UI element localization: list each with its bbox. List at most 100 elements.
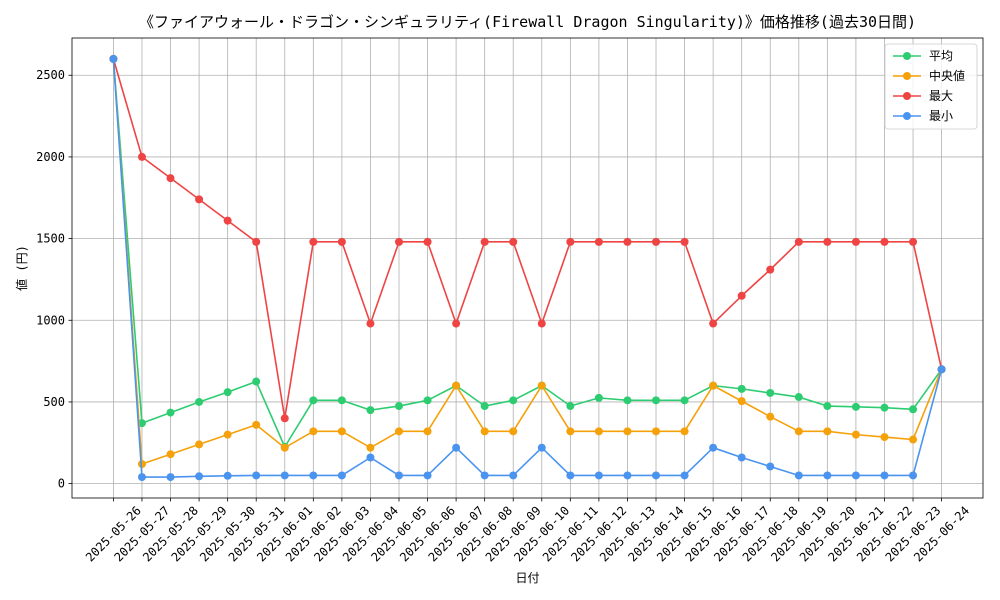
series-median-point [709, 381, 718, 390]
series-min-point [195, 472, 204, 481]
series-mean-point [766, 388, 775, 397]
series-median-point [909, 435, 918, 444]
series-max-point [280, 414, 289, 423]
series-min-point [823, 471, 832, 480]
series-min-line [112, 58, 943, 478]
legend-item-max: 最大 [893, 89, 953, 103]
legend-label: 最小 [929, 109, 953, 123]
series-mean-point [252, 377, 261, 386]
legend-swatch-marker [903, 72, 911, 80]
series-min-point [652, 471, 661, 480]
series-max-point [137, 152, 146, 161]
series-mean-point [195, 397, 204, 406]
series-max-point [851, 237, 860, 246]
series-median-point [823, 427, 832, 436]
series-max-point [337, 237, 346, 246]
series-median-point [794, 427, 803, 436]
y-tick-label: 1000 [36, 313, 65, 327]
series-mean-point [309, 396, 318, 405]
series-median-point [337, 427, 346, 436]
series-max-point [766, 265, 775, 274]
series-max-point [480, 237, 489, 246]
legend-swatch-marker [903, 52, 911, 60]
series-max-point [709, 319, 718, 328]
y-tick-label: 1500 [36, 232, 65, 246]
series-max-point [737, 291, 746, 300]
series-mean-point [566, 402, 575, 411]
series-mean-point [223, 388, 232, 397]
legend-swatch-marker [903, 112, 911, 120]
series-max-point [880, 237, 889, 246]
series-median-point [880, 433, 889, 442]
series-min-point [366, 453, 375, 462]
series-median-point [566, 427, 575, 436]
series-median-point [652, 427, 661, 436]
series-median-point [680, 427, 689, 436]
series-median-point [766, 412, 775, 421]
series-mean-point [880, 403, 889, 412]
series-min-point [166, 473, 175, 482]
legend-box [884, 43, 978, 130]
legend-swatch-marker [903, 92, 911, 100]
series-mean-point [480, 402, 489, 411]
series-mean-point [366, 406, 375, 415]
series-min-point [737, 453, 746, 462]
series-max-point [594, 237, 603, 246]
series-median-point [480, 427, 489, 436]
series-mean-point [794, 393, 803, 402]
series-min-point [452, 443, 461, 452]
series-min-point [509, 471, 518, 480]
series-median-point [537, 381, 546, 390]
series-median-point [309, 427, 318, 436]
series-max-point [623, 237, 632, 246]
x-axis-label: 日付 [515, 571, 539, 585]
series-max-point [566, 237, 575, 246]
legend-item-median: 中央値 [893, 68, 965, 83]
series-min-point [880, 471, 889, 480]
series-min-point [794, 471, 803, 480]
y-tick-label: 500 [43, 395, 65, 409]
series-min-point [480, 471, 489, 480]
series-max-point [537, 319, 546, 328]
series-max-point [166, 174, 175, 183]
series-mean-point [909, 405, 918, 414]
series-min [109, 54, 946, 482]
y-axis-label: 値 (円) [14, 245, 29, 291]
series-min-point [223, 471, 232, 480]
legend-label: 中央値 [929, 68, 965, 83]
series-max-line [112, 58, 943, 420]
legend-label: 平均 [929, 49, 953, 63]
series-median-point [452, 381, 461, 390]
series-min-point [423, 471, 432, 480]
series-max-point [394, 237, 403, 246]
y-axis: 0 500 1000 1500 2000 2500 [36, 68, 72, 491]
series-mean-point [166, 408, 175, 417]
series-min-point [766, 462, 775, 471]
series-mean-point [652, 396, 661, 405]
series-min-point [252, 471, 261, 480]
series-max-point [794, 237, 803, 246]
series-layer [109, 54, 946, 482]
series-max-point [652, 237, 661, 246]
series-max-point [509, 237, 518, 246]
legend-item-min: 最小 [893, 109, 953, 123]
series-max-point [366, 319, 375, 328]
chart-title: 《ファイアウォール・ドラゴン・シンギュラリティ(Firewall Dragon … [139, 13, 916, 31]
series-min-point [137, 473, 146, 482]
y-tick-label: 2500 [36, 68, 65, 82]
series-min-point [537, 443, 546, 452]
series-max-point [223, 216, 232, 225]
series-min-point [394, 471, 403, 480]
series-median-point [737, 397, 746, 406]
series-median-point [594, 427, 603, 436]
series-min-point [566, 471, 575, 480]
series-median-point [423, 427, 432, 436]
series-median-point [223, 430, 232, 439]
y-tick-label: 2000 [36, 150, 65, 164]
series-median-point [280, 443, 289, 452]
series-min-point [709, 443, 718, 452]
series-min-point [109, 54, 118, 63]
series-min-point [623, 471, 632, 480]
